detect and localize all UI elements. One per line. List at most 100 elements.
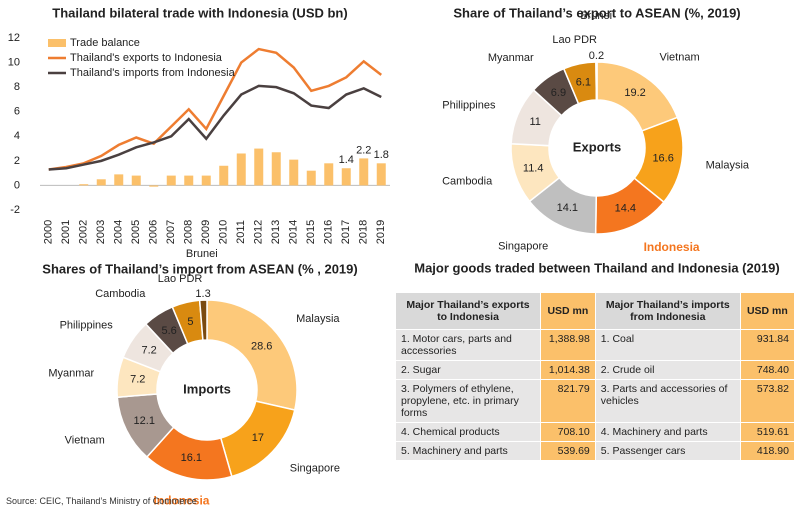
table-cell: 3. Polymers of ethylene, propylene, etc.… [394,379,542,423]
y-tick-label: -2 [10,204,20,216]
bar [271,152,281,186]
category-label: Cambodia [442,175,493,187]
goods-table: Major Thailand’s exports to Indonesia US… [394,292,796,461]
data-label: 6.1 [576,76,591,88]
data-label: 11 [529,116,540,128]
bar [184,175,194,186]
x-tick-label: 2009 [200,220,212,244]
table-row: 1. Motor cars, parts and accessories 1,38… [394,329,796,361]
category-label: Philippines [60,320,114,332]
category-label: Indonesia [644,240,700,254]
y-tick-label: 12 [8,32,20,44]
chart-title: Thailand bilateral trade with Indonesia … [52,5,347,20]
table-cell: 4. Machinery and parts [594,422,741,442]
data-label: 1.8 [374,149,389,161]
x-tick-label: 2012 [253,220,265,244]
data-label: 7.2 [141,345,156,357]
bar [289,159,299,186]
table-cell: 4. Chemical products [394,422,542,442]
category-label: Philippines [442,100,496,112]
table-cell: 1. Coal [594,329,741,361]
table-cell: 3. Parts and accessories of vehicles [594,379,741,423]
slice [198,299,208,341]
table-cell: 1,388.98 [540,329,596,361]
bar [359,158,369,186]
table-cell: 539.69 [540,441,596,461]
category-label: Lao PDR [552,34,597,46]
category-label: Myanmar [488,52,534,64]
category-label: Vietnam [65,434,105,446]
x-tick-label: 2010 [218,220,230,244]
table-cell: 931.84 [739,329,796,361]
chart-title: Shares of Thailand’s import from ASEAN (… [42,261,357,276]
header-row: Major Thailand’s exports to Indonesia US… [394,292,796,330]
slice [595,61,598,101]
table-cell: 418.90 [739,441,796,461]
y-tick-label: 2 [14,155,20,167]
bar [149,185,159,187]
y-tick-label: 4 [14,130,20,142]
data-label: 5.6 [162,325,177,337]
table-cell: 2. Sugar [394,360,542,380]
x-tick-label: 2015 [305,220,317,244]
line [48,84,382,171]
bar [324,163,334,186]
bar [219,165,229,186]
category-label: Indonesia [153,493,209,507]
table-cell: 5. Machinery and parts [394,441,542,461]
y-tick-label: 8 [14,81,20,93]
legend-swatch [48,39,66,47]
x-tick-label: 2011 [235,220,247,244]
x-tick-label: 2017 [340,220,352,244]
x-tick-label: 2000 [43,220,55,244]
y-tick-label: 0 [14,179,20,191]
data-label: 1.4 [339,154,354,166]
x-tick-label: 2001 [60,220,72,244]
category-label: Brunei [580,10,612,22]
table-cell: 573.82 [739,379,796,423]
center-label: Exports [573,139,621,154]
table-row: 3. Polymers of ethylene, propylene, etc.… [394,379,796,423]
header: Major Thailand’s imports from Indonesia [594,292,741,330]
data-label: 6.9 [551,87,566,99]
category-label: Vietnam [659,51,699,63]
bar [79,184,89,186]
x-tick-label: 2019 [375,220,387,244]
bar [341,168,351,186]
bar [376,163,386,186]
header: USD mn [739,292,796,330]
data-label: 17 [252,432,264,444]
x-tick-label: 2016 [323,220,335,244]
category-label: Brunei [186,248,218,260]
chart-title: Share of Thailand’s export to ASEAN (%, … [453,5,740,20]
y-tick-label: 10 [8,56,20,68]
table-cell: 1. Motor cars, parts and accessories [394,329,542,361]
table-cell: 708.10 [540,422,596,442]
line [48,47,383,171]
table-row: 2. Sugar 1,014.38 2. Crude oil 748.40 [394,360,796,380]
x-tick-label: 2008 [183,220,195,244]
table-row: 4. Chemical products 708.10 4. Machinery a… [394,422,796,442]
legend-label: Trade balance [70,37,140,49]
data-label: 7.2 [130,374,145,386]
data-label: 14.4 [615,203,636,215]
x-tick-label: 2006 [148,220,160,244]
legend-label: Thailand's imports from Indonesia [70,67,236,79]
table-cell: 5. Passenger cars [594,441,741,461]
data-label: 16.6 [652,153,673,165]
x-tick-label: 2005 [130,220,142,244]
x-tick-label: 2002 [78,220,90,244]
bar [236,153,246,186]
bar [306,170,316,186]
table-cell: 821.79 [540,379,596,423]
slice [206,299,298,411]
category-label: Singapore [290,462,340,474]
center-label: Imports [183,381,231,396]
source-note: Source: CEIC, Thailand’s Ministry of Com… [6,496,197,506]
category-label: Lao PDR [158,273,203,285]
table-cell: 748.40 [739,360,796,380]
table-cell: 519.61 [739,422,796,442]
data-label: 1.3 [195,288,210,300]
